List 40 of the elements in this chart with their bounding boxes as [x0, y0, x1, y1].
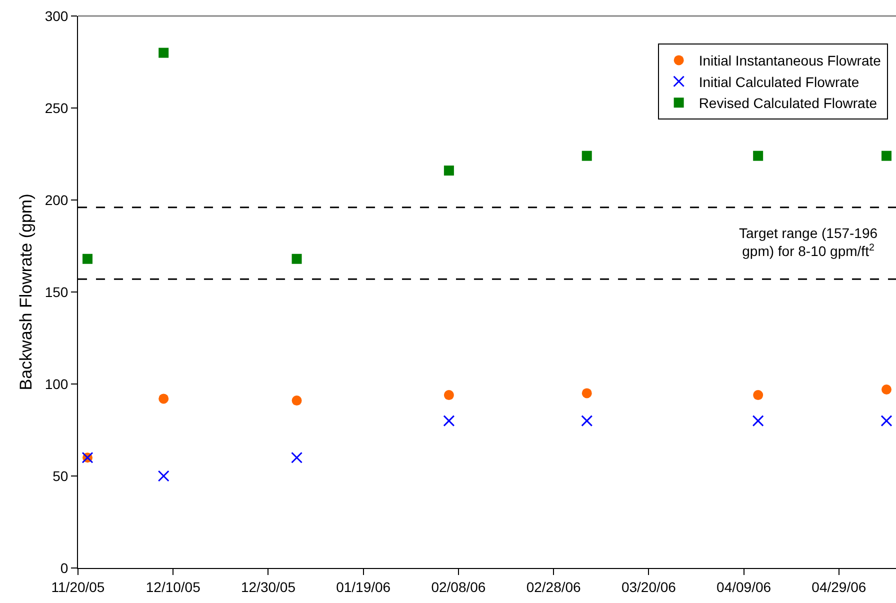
point — [753, 390, 764, 400]
point — [753, 150, 764, 161]
point — [158, 394, 169, 404]
point — [158, 470, 170, 482]
point — [292, 396, 302, 406]
point — [444, 390, 454, 400]
point — [581, 415, 593, 427]
x-tick-label: 11/20/05 — [51, 578, 105, 595]
x-tick-label: 12/10/05 — [146, 578, 201, 595]
y-tick-label: 200 — [44, 192, 68, 208]
point — [158, 48, 169, 58]
x-tick-label: 01/19/06 — [336, 578, 391, 595]
y-axis-title: Backwash Flowrate (gpm) — [16, 194, 36, 390]
point — [880, 415, 892, 427]
point — [292, 254, 302, 264]
legend-label: Initial Calculated Flowrate — [698, 74, 860, 90]
legend-label: Revised Calculated Flowrate — [698, 95, 878, 112]
point — [582, 150, 592, 161]
legend-label: Initial Instantaneous Flowrate — [698, 52, 882, 69]
point — [444, 166, 454, 176]
point — [752, 415, 764, 427]
annotation: Target range (157-196 gpm) for 8-10 gpm/ft$^{2}$ — [739, 225, 878, 260]
x-tick-label: 04/09/06 — [716, 578, 772, 595]
point — [82, 254, 93, 264]
x-tick-label: 04/29/06 — [812, 578, 866, 595]
x-tick-label: 12/30/05 — [240, 578, 296, 595]
point — [291, 452, 303, 464]
point — [582, 388, 592, 398]
x-tick-label: 02/08/06 — [431, 578, 486, 595]
x-tick-label: 03/20/06 — [621, 578, 676, 595]
y-tick-label: 300 — [44, 8, 68, 24]
y-tick-label: 50 — [52, 468, 68, 484]
y-tick-label: 250 — [44, 100, 68, 116]
point — [443, 415, 455, 427]
x-tick-label: 02/28/06 — [526, 578, 582, 595]
point — [881, 150, 892, 161]
point — [881, 384, 892, 395]
y-tick-label: 150 — [44, 284, 68, 300]
y-tick-label: 100 — [44, 376, 68, 392]
y-tick-label: 0 — [60, 560, 68, 576]
